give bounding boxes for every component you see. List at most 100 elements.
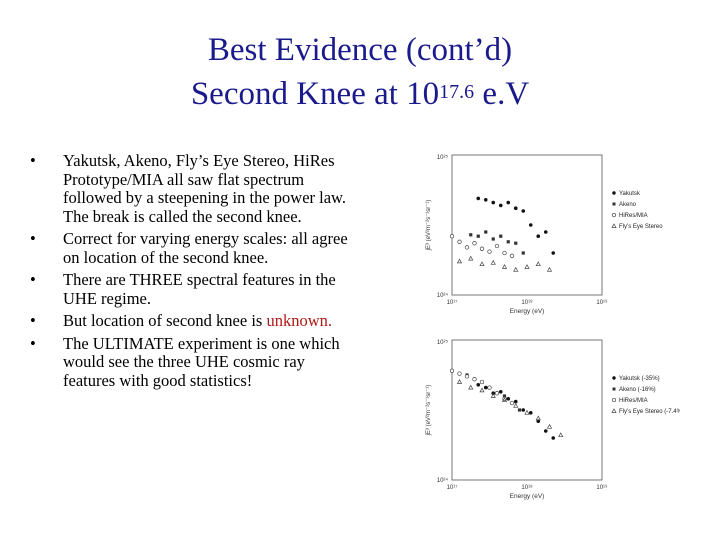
- chart2-point: [476, 383, 481, 387]
- chart2-point: [464, 374, 470, 379]
- chart2-point: [528, 411, 533, 415]
- chart1-point: [476, 196, 481, 201]
- chart1-point: [535, 261, 541, 267]
- chart1-point: [479, 246, 485, 251]
- chart1-point: [476, 234, 480, 238]
- bullet-highlight: unknown.: [266, 311, 333, 330]
- chart2-point: [479, 379, 485, 385]
- bullet-item: • The ULTIMATE experiment is one which wo…: [26, 333, 356, 391]
- chart1-point: [521, 251, 525, 255]
- chart2-y-tick-top: 10²⁵: [437, 339, 449, 346]
- chart1-point: [536, 234, 541, 238]
- chart1-point: [472, 241, 477, 246]
- slide-title: Best Evidence (cont’d) Second Knee at 10…: [0, 28, 720, 116]
- chart1-point: [490, 259, 496, 265]
- chart2-legend-label: HiRes/MIA: [619, 398, 648, 404]
- bullet-item: • Correct for varying energy scales: all …: [26, 229, 356, 267]
- chart2-point: [524, 409, 530, 415]
- chart2-point: [551, 436, 556, 440]
- chart1-point: [546, 266, 553, 272]
- title-line-2-prefix: Second Knee at 10: [190, 76, 440, 112]
- chart1-point: [551, 251, 556, 255]
- chart2-legend-marker: [612, 376, 616, 380]
- chart2-x-tick-right: 10¹⁹: [596, 484, 608, 491]
- chart1-y-tick-top: 10²⁵: [437, 154, 449, 161]
- chart1-point: [487, 249, 492, 254]
- chart2-point: [536, 419, 541, 423]
- chart1-legend-marker: [612, 191, 616, 195]
- chart1-point: [514, 241, 518, 245]
- chart1-x-axis-label: Energy (eV): [510, 308, 545, 315]
- chart2-legend-label: Akeno (-16%): [619, 387, 656, 393]
- chart2-legend-marker: [611, 408, 617, 413]
- chart1-y-axis-label: jE³ (eV²m⁻²s⁻¹sr⁻¹): [426, 200, 432, 252]
- chart1-point: [501, 264, 508, 269]
- chart1-frame: [451, 154, 603, 296]
- chart2-point: [558, 432, 564, 438]
- chart2-x-axis-label: Energy (eV): [510, 493, 545, 500]
- chart2-point: [506, 397, 511, 401]
- chart2-point: [517, 408, 522, 412]
- chart1-point: [499, 234, 503, 238]
- chart2-point: [546, 423, 553, 429]
- chart2-point: [521, 408, 526, 412]
- bullet-text: There are THREE spectral features in the…: [63, 270, 336, 308]
- chart1-point: [468, 255, 474, 261]
- bullet-text: But location of second knee is: [63, 311, 267, 330]
- bullet-text: Yakutsk, Akeno, Fly’s Eye Stereo, HiRes …: [63, 151, 347, 226]
- chart1-point: [506, 240, 510, 244]
- chart1-legend-marker: [611, 212, 617, 218]
- chart2-x-tick-left: 10¹⁷: [447, 484, 458, 491]
- chart2-point: [472, 377, 477, 382]
- chart2-point: [494, 391, 500, 396]
- chart1-x-tick-right: 10¹⁹: [596, 299, 608, 306]
- title-line-2-suffix: e.V: [474, 76, 530, 112]
- bullet-text: The ULTIMATE experiment is one which wou…: [63, 333, 340, 390]
- chart1-point: [543, 230, 548, 234]
- chart2-y-axis-label: jE³ (eV²m⁻²s⁻¹sr⁻¹): [426, 385, 432, 437]
- chart2-point: [535, 415, 541, 421]
- chart2-y-tick-bottom: 10²⁴: [437, 477, 449, 484]
- chart1-point: [506, 200, 511, 205]
- chart1-y-tick-bottom: 10²⁴: [437, 292, 449, 299]
- chart1-legend-label: Fly’s Eye Stereo: [619, 224, 663, 230]
- chart2-point: [479, 387, 485, 393]
- bullet-dot-icon: •: [30, 311, 36, 330]
- chart2-point: [457, 371, 462, 376]
- chart1-point: [521, 209, 526, 213]
- chart2-point: [490, 393, 496, 398]
- chart2-frame: [451, 339, 603, 481]
- chart2-legend-label: Fly’s Eye Stereo (-7.4%): [619, 409, 680, 415]
- chart1-x-tick-left: 10¹⁷: [447, 299, 458, 306]
- chart1-legend-marker: [612, 202, 616, 206]
- chart2-point: [498, 390, 503, 394]
- chart1-legend-marker: [611, 223, 617, 228]
- chart1-point: [484, 230, 488, 234]
- chart2-point: [513, 399, 518, 404]
- chart2-point: [513, 402, 519, 408]
- chart2-point: [543, 429, 548, 433]
- chart2-point: [487, 385, 492, 390]
- chart1-point: [524, 264, 530, 269]
- bullet-item: • There are THREE spectral features in th…: [26, 270, 356, 308]
- chart2-legend-marker: [611, 397, 617, 403]
- chart1-point: [491, 237, 495, 241]
- chart1-point: [498, 203, 503, 208]
- chart1-legend-label: Yakutsk: [619, 191, 641, 197]
- title-exponent: 17.6: [439, 81, 475, 103]
- chart1-point: [509, 253, 515, 258]
- chart1-point: [513, 266, 519, 272]
- chart1-point: [483, 198, 488, 202]
- chart1-point: [464, 245, 470, 250]
- chart1-point: [456, 258, 463, 264]
- title-line-2: Second Knee at 1017.6 e.V: [0, 72, 720, 116]
- bullet-dot-icon: •: [30, 333, 36, 353]
- chart2-point: [456, 379, 463, 384]
- chart1-point: [528, 223, 533, 227]
- chart1-legend-label: HiRes/MIA: [619, 213, 648, 219]
- chart2-point: [502, 394, 507, 398]
- chart2-point: [501, 397, 508, 403]
- chart1-point: [502, 250, 507, 256]
- bullet-item: • But location of second knee is unknown.: [26, 311, 356, 331]
